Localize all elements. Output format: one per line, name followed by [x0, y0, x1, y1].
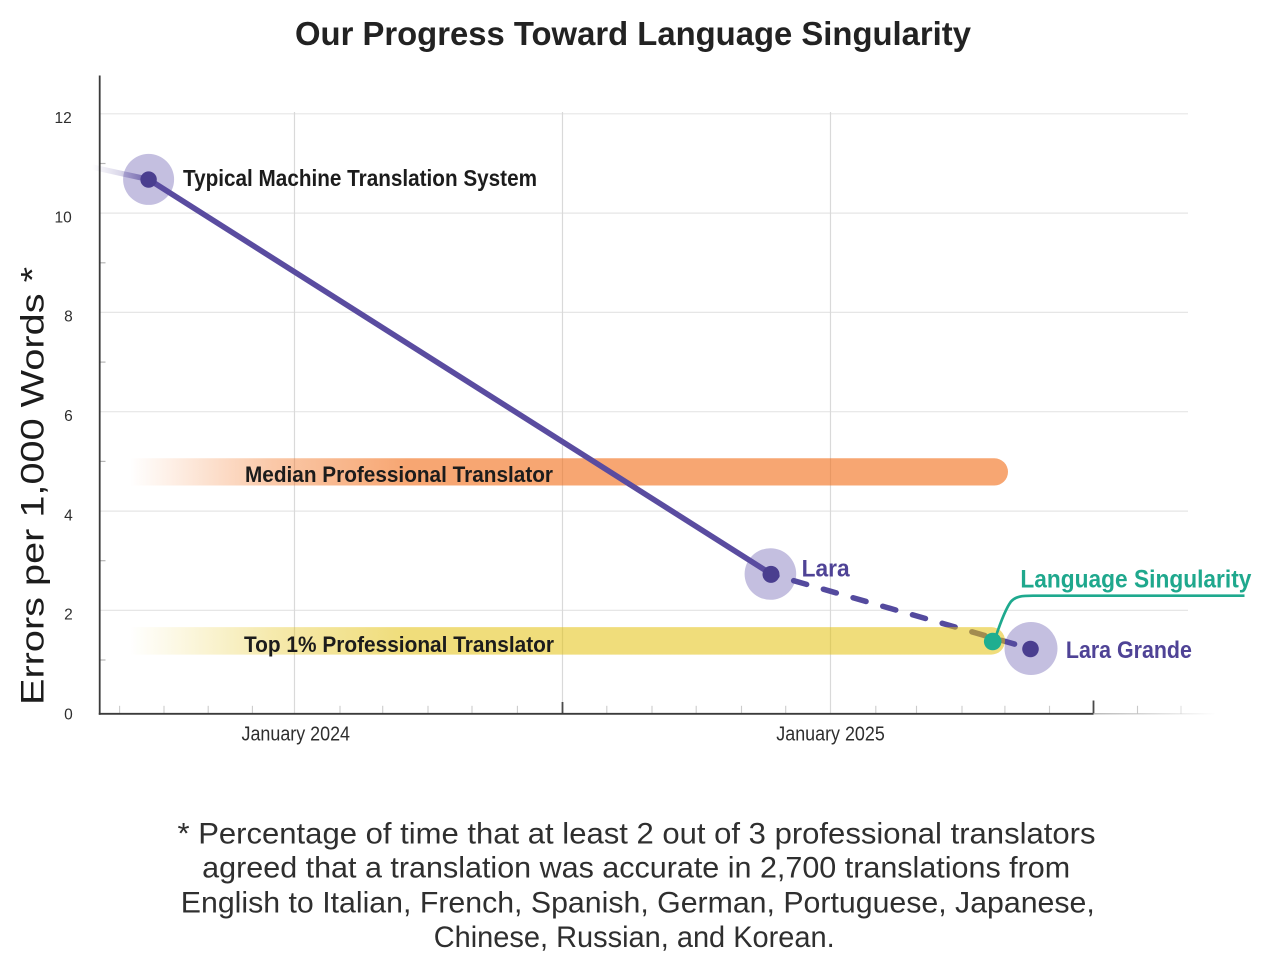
svg-text:January 2025: January 2025 — [776, 723, 885, 745]
svg-text:agreed that a translation was: agreed that a translation was accurate i… — [202, 852, 1070, 885]
svg-text:Top 1% Professional Translator: Top 1% Professional Translator — [244, 632, 554, 657]
svg-text:4: 4 — [64, 507, 73, 524]
svg-text:Our Progress Toward Language S: Our Progress Toward Language Singularity — [295, 15, 972, 52]
svg-text:Lara: Lara — [802, 556, 851, 583]
svg-text:2: 2 — [64, 607, 73, 624]
svg-text:Typical Machine Translation Sy: Typical Machine Translation System — [183, 165, 537, 191]
svg-text:10: 10 — [55, 209, 73, 226]
svg-text:* Percentage of time that at l: * Percentage of time that at least 2 out… — [178, 817, 1096, 850]
svg-text:Chinese, Russian, and Korean.: Chinese, Russian, and Korean. — [434, 921, 835, 954]
svg-text:12: 12 — [55, 110, 72, 127]
svg-text:6: 6 — [64, 408, 73, 425]
svg-text:Language Singularity: Language Singularity — [1020, 565, 1251, 593]
svg-text:January 2024: January 2024 — [242, 723, 351, 745]
svg-text:Lara Grande: Lara Grande — [1066, 637, 1192, 664]
svg-text:8: 8 — [64, 309, 73, 326]
svg-text:Errors per 1,000 Words *: Errors per 1,000 Words * — [15, 267, 51, 705]
svg-text:0: 0 — [64, 707, 73, 724]
svg-text:English to Italian, French, Sp: English to Italian, French, Spanish, Ger… — [181, 886, 1095, 919]
svg-text:Median Professional Translator: Median Professional Translator — [245, 462, 553, 487]
